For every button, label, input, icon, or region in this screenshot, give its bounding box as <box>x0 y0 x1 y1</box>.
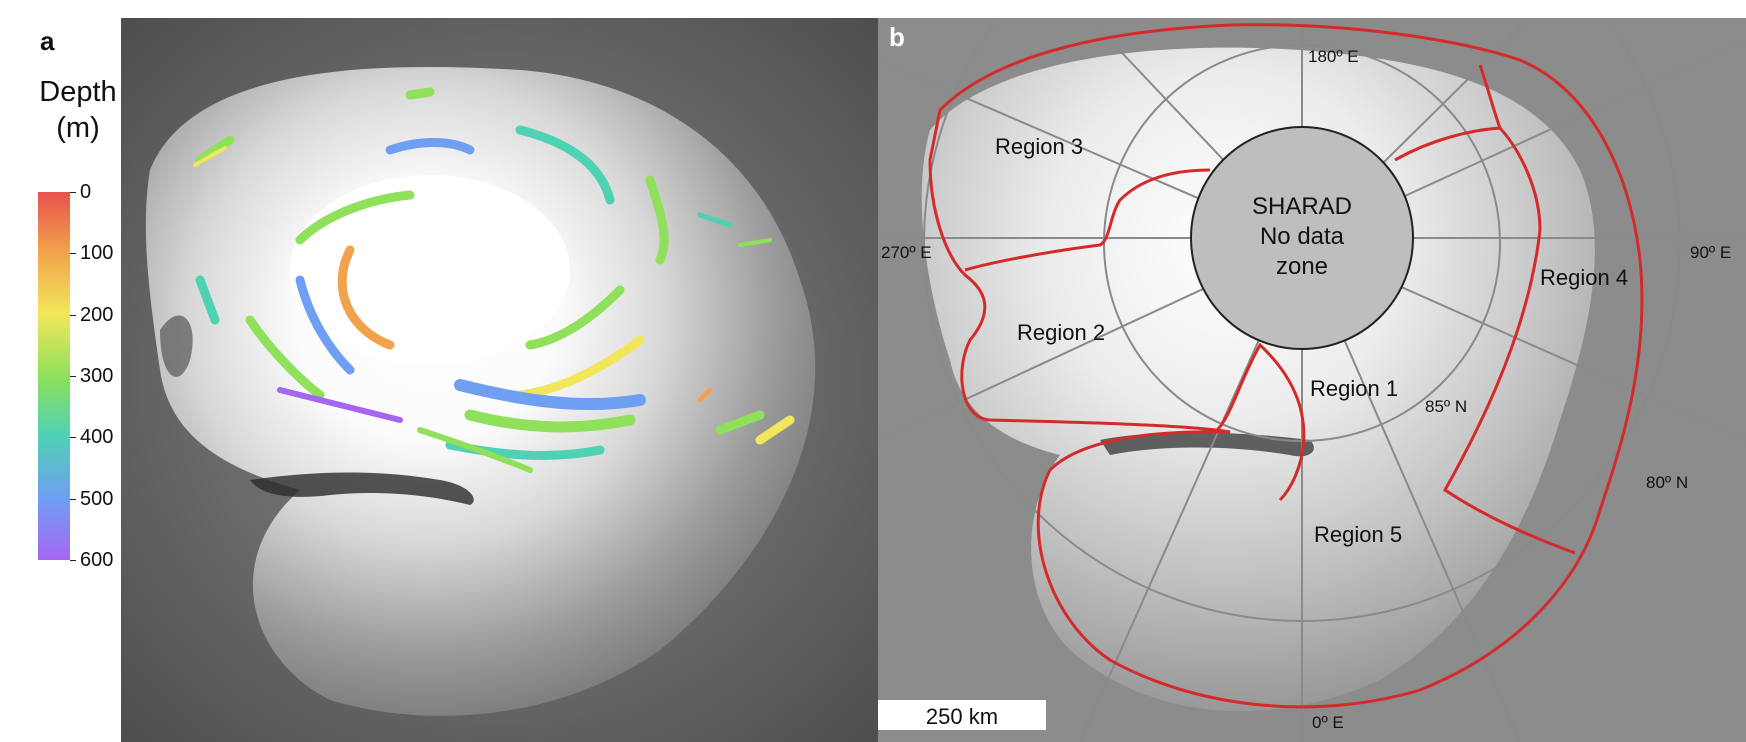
colorbar-tick <box>70 376 76 377</box>
region-3-label: Region 3 <box>995 134 1083 159</box>
colorbar-unit: (m) <box>56 112 100 144</box>
scale-bar <box>878 700 1046 730</box>
no-data-zone-line3: zone <box>1276 253 1328 280</box>
region-boundaries <box>928 23 1644 709</box>
panel-a-letter: a <box>40 26 55 56</box>
colorbar-title: Depth <box>39 76 117 108</box>
colorbar-tick <box>70 560 76 561</box>
colorbar-tick-label: 500 <box>80 487 114 510</box>
lon-label-270: 270º E <box>881 243 932 262</box>
region-5-label: Region 5 <box>1314 522 1402 547</box>
lat-label-85: 85º N <box>1425 397 1467 416</box>
colorbar-tick <box>70 192 76 193</box>
no-data-zone-line2: No data <box>1260 223 1345 250</box>
lon-label-90: 90º E <box>1690 243 1731 262</box>
colorbar-tick-label: 400 <box>80 426 114 449</box>
colorbar-tick-label: 600 <box>80 549 114 571</box>
colorbar-tick-label: 200 <box>80 303 114 326</box>
colorbar-tick-label: 0 <box>80 181 92 203</box>
scale-bar-label: 250 km <box>926 704 998 729</box>
colorbar-tick <box>70 253 76 255</box>
region-1-label: Region 1 <box>1310 376 1398 401</box>
lat-label-80: 80º N <box>1646 473 1688 492</box>
panel-a-map <box>121 18 878 742</box>
colorbar-tick-label: 300 <box>80 365 114 387</box>
lon-label-0: 0º E <box>1312 713 1344 732</box>
colorbar-tick <box>70 314 76 316</box>
no-data-zone-line1: SHARAD <box>1252 193 1352 220</box>
depth-colorbar <box>38 192 70 560</box>
depth-strips <box>193 87 795 473</box>
panel-b-letter: b <box>889 22 905 52</box>
colorbar-tick-label: 100 <box>80 242 114 265</box>
no-data-zone <box>1190 126 1414 350</box>
region-2-label: Region 2 <box>1017 320 1105 345</box>
region-4-label: Region 4 <box>1540 265 1628 290</box>
colorbar-tick <box>70 498 76 500</box>
colorbar-tick <box>70 437 76 439</box>
lon-label-180: 180º E <box>1308 47 1359 66</box>
